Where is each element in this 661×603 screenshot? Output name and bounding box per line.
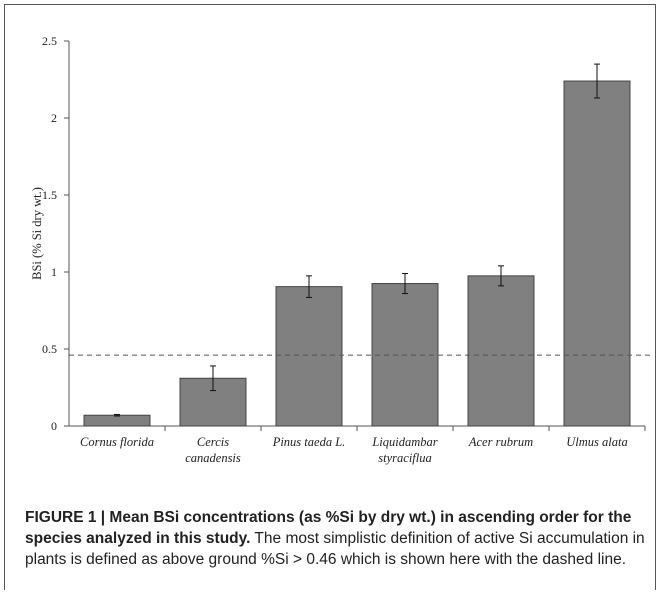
figure-frame: 0 0.5 1 1.5 2 2.5 BSi (% Si dry wt.) Cornus flo… — [4, 4, 656, 590]
y-tick-label: 0 — [51, 419, 57, 433]
x-category-label: styraciflua — [378, 451, 431, 465]
y-tick-label: 2.5 — [42, 34, 57, 48]
x-category-label: Ulmus alata — [566, 435, 627, 449]
x-category-label: canadensis — [185, 451, 241, 465]
bar — [83, 414, 151, 427]
chart-labels: 0 0.5 1 1.5 2 2.5 BSi (% Si dry wt.) Cornus flo… — [30, 34, 628, 465]
y-tick-label: 1 — [51, 265, 57, 279]
y-axis-label: BSi (% Si dry wt.) — [30, 187, 44, 280]
x-category-label: Cornus florida — [80, 435, 154, 449]
bar — [563, 80, 631, 427]
x-category-label: Cercis — [197, 435, 229, 449]
chart-bars — [69, 63, 651, 427]
x-category-label: Liquidambar — [371, 435, 437, 449]
figure-caption: FIGURE 1 | Mean BSi concentrations (as %… — [25, 507, 645, 570]
caption-text: The most simplistic definition of active… — [25, 530, 645, 568]
bar — [467, 275, 535, 427]
bar — [275, 286, 343, 427]
caption-title: FIGURE 1 | Mean BSi concentrations (as %… — [25, 509, 632, 547]
bar-chart: 0 0.5 1 1.5 2 2.5 BSi (% Si dry wt.) Cornus flo… — [30, 34, 651, 465]
x-category-label: Pinus taeda L. — [272, 435, 346, 449]
x-category-label: Acer rubrum — [468, 435, 533, 449]
y-tick-label: 1.5 — [42, 188, 57, 202]
y-tick-label: 2 — [51, 111, 57, 125]
y-tick-label: 0.5 — [42, 342, 57, 356]
chart-axes — [64, 40, 646, 431]
